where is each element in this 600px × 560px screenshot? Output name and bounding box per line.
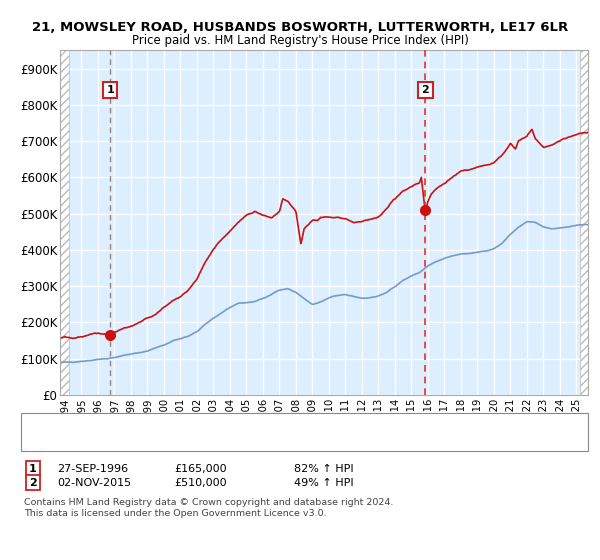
Text: 1: 1	[29, 464, 37, 474]
Text: 2: 2	[421, 85, 429, 95]
Text: 27-SEP-1996: 27-SEP-1996	[57, 464, 128, 474]
Text: 2: 2	[29, 478, 37, 488]
Text: £510,000: £510,000	[174, 478, 227, 488]
Text: 21, MOWSLEY ROAD, HUSBANDS BOSWORTH, LUTTERWORTH, LE17 6LR (detached hous: 21, MOWSLEY ROAD, HUSBANDS BOSWORTH, LUT…	[60, 418, 518, 428]
Text: 82% ↑ HPI: 82% ↑ HPI	[294, 464, 353, 474]
Text: £165,000: £165,000	[174, 464, 227, 474]
Text: 49% ↑ HPI: 49% ↑ HPI	[294, 478, 353, 488]
Text: 1: 1	[106, 85, 114, 95]
Text: HPI: Average price, detached house, Harborough: HPI: Average price, detached house, Harb…	[60, 435, 315, 445]
Text: 02-NOV-2015: 02-NOV-2015	[57, 478, 131, 488]
Text: Price paid vs. HM Land Registry's House Price Index (HPI): Price paid vs. HM Land Registry's House …	[131, 34, 469, 46]
Text: 21, MOWSLEY ROAD, HUSBANDS BOSWORTH, LUTTERWORTH, LE17 6LR: 21, MOWSLEY ROAD, HUSBANDS BOSWORTH, LUT…	[32, 21, 568, 34]
Text: Contains HM Land Registry data © Crown copyright and database right 2024.
This d: Contains HM Land Registry data © Crown c…	[24, 498, 394, 518]
